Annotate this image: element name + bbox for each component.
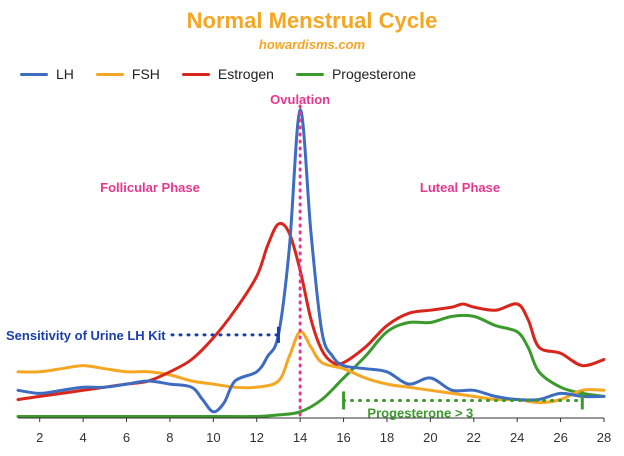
x-tick-label: 24 [510, 430, 524, 445]
x-tick-label: 28 [597, 430, 611, 445]
x-tick-label: 14 [293, 430, 307, 445]
x-tick-label: 8 [166, 430, 173, 445]
legend-swatch-fsh [95, 72, 124, 76]
series-line-lh [16, 108, 606, 414]
legend-swatch-progesterone [295, 72, 324, 76]
luteal-phase-label: Luteal Phase [420, 180, 500, 195]
legend-swatch-lh [20, 72, 48, 76]
legend-label-lh: LH [56, 66, 74, 82]
legend-item-fsh: FSH [95, 66, 160, 82]
x-tick-label: 18 [380, 430, 394, 445]
x-tick-label: 12 [250, 430, 264, 445]
legend-label-progesterone: Progesterone [331, 66, 417, 82]
legend-label-estrogen: Estrogen [217, 66, 274, 82]
series-line-progesterone [16, 313, 606, 419]
legend-item-progesterone: Progesterone [295, 66, 417, 82]
progesterone-threshold-label: Progesterone > 3 [367, 405, 473, 420]
x-tick-label: 10 [206, 430, 220, 445]
x-tick-label: 26 [553, 430, 567, 445]
urine-lh-kit-label: Sensitivity of Urine LH Kit [6, 328, 166, 343]
follicular-phase-label: Follicular Phase [100, 180, 200, 195]
legend-item-lh: LH [20, 66, 74, 82]
chart-subtitle: howardisms.com [258, 37, 366, 52]
x-tick-label: 2 [36, 430, 43, 445]
x-tick-label: 22 [467, 430, 481, 445]
series-line-estrogen [16, 221, 606, 401]
x-tick-label: 20 [423, 430, 437, 445]
x-tick-label: 16 [336, 430, 350, 445]
legend-item-estrogen: Estrogen [181, 66, 274, 82]
x-tick-label: 6 [123, 430, 130, 445]
x-tick-label: 4 [79, 430, 86, 445]
chart-title: Normal Menstrual Cycle [186, 8, 438, 33]
legend-label-fsh: FSH [131, 66, 160, 82]
legend-swatch-estrogen [181, 72, 210, 76]
legend: LH FSH Estrogen Progesterone [20, 66, 438, 82]
ovulation-label: Ovulation [270, 92, 330, 107]
